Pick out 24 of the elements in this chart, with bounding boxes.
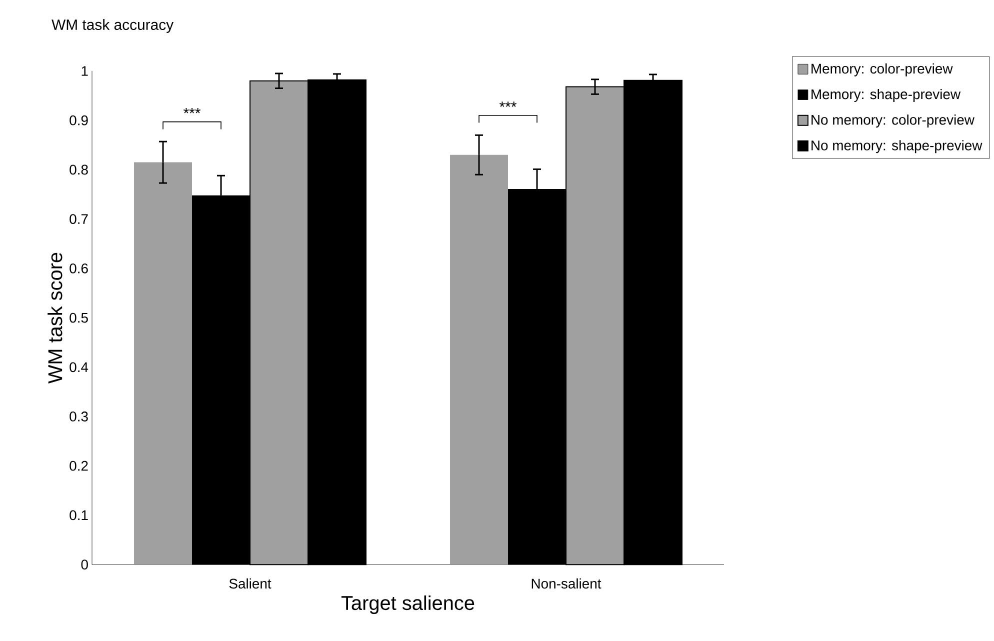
bar <box>450 154 508 565</box>
legend-label: No memory: shape-preview <box>812 140 982 154</box>
legend-label: No memory: color-preview <box>812 114 974 128</box>
y-tick-label: 0.4 <box>70 362 88 372</box>
y-tick-label: 0.3 <box>70 412 88 422</box>
y-tick-label: 0.2 <box>70 460 88 471</box>
y-tick-label: 0.5 <box>70 312 88 323</box>
legend-label: Memory: shape-preview <box>812 88 961 102</box>
chart-title: WM task accuracy <box>52 19 174 33</box>
x-tick-label: Salient <box>229 578 272 589</box>
annotation: *** <box>184 108 200 114</box>
y-tick-label: 0.8 <box>70 164 88 175</box>
bar <box>134 162 192 565</box>
annotation: *** <box>500 102 516 107</box>
y-tick-label: 0.9 <box>70 115 88 126</box>
y-tick-label: 0 <box>81 560 88 570</box>
y-axis-title: WM task score <box>48 252 62 384</box>
y-tick-label: 0.6 <box>70 263 88 274</box>
y-tick-label: 0.7 <box>70 214 88 224</box>
y-tick-label: 1 <box>82 66 88 76</box>
x-axis-title: Target salience <box>341 595 474 614</box>
y-tick-label: 0.1 <box>70 510 88 520</box>
x-tick-label: Non-salient <box>532 578 602 589</box>
legend-label: Memory: color-preview <box>812 63 953 76</box>
